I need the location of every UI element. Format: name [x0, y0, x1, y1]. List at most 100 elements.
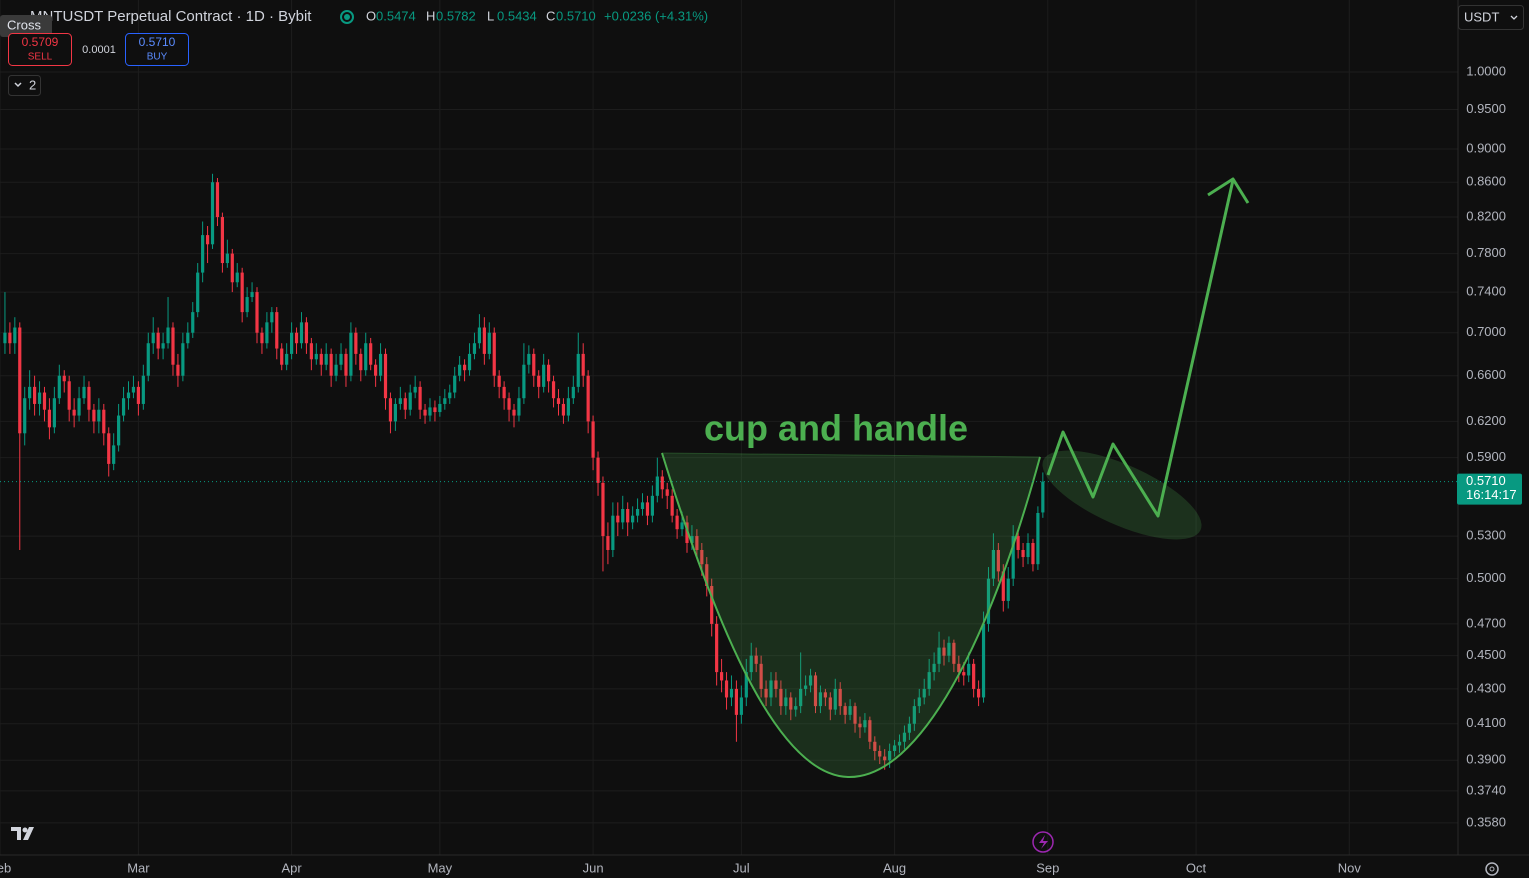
candle-body [853, 706, 857, 724]
candle-body [947, 642, 951, 656]
y-tick-label: 0.5300 [1466, 528, 1506, 543]
candle-body [596, 457, 600, 483]
currency-select[interactable] [1458, 5, 1524, 30]
candle-body [418, 386, 422, 410]
y-tick-label: 0.3580 [1466, 814, 1506, 829]
candle-body [601, 482, 605, 537]
candle-body [922, 688, 926, 698]
y-tick-label: 0.4100 [1466, 715, 1506, 730]
candle-body [304, 322, 309, 344]
axis-labels: 1.0000 0.9500 0.9000 0.8600 0.8200 0.7800 0.74… [0, 63, 1506, 875]
candle-body [967, 663, 971, 676]
y-tick-label: 0.3740 [1466, 782, 1506, 797]
candle-body [828, 697, 832, 710]
candle-body [290, 332, 294, 354]
sell-button[interactable] [8, 33, 72, 66]
candle-body [117, 415, 121, 446]
candle-body [719, 672, 724, 681]
margin-mode: Cross [7, 17, 41, 32]
candle-body [878, 750, 882, 757]
candle-body [724, 680, 729, 698]
candle-body [201, 235, 205, 273]
candle-body [833, 688, 837, 710]
indicators-toggle[interactable] [8, 75, 41, 96]
sell-price: 0.5709 [22, 35, 59, 49]
candle-body [1041, 481, 1045, 513]
candle-body [260, 332, 264, 344]
candle-body [102, 409, 106, 434]
logo-part [22, 827, 28, 833]
candle-body [937, 647, 941, 664]
candle-body [67, 381, 71, 410]
candle-body [710, 586, 714, 624]
candle-body [294, 332, 299, 344]
settings-icon[interactable] [1485, 862, 1499, 876]
candle-body [37, 392, 42, 404]
y-tick-label: 1.0000 [1466, 63, 1506, 78]
candle-body [210, 182, 215, 245]
x-tick-label: Oct [1186, 860, 1207, 875]
quote-key: H [426, 8, 435, 23]
candle-body [403, 398, 407, 410]
candle-body [902, 732, 907, 742]
candle-body [280, 348, 284, 365]
candle-body [250, 292, 254, 298]
candle-body [87, 386, 91, 410]
candle-body [314, 353, 318, 360]
candle-body [670, 495, 674, 516]
candle-body [161, 343, 165, 349]
candle-body [996, 549, 1000, 572]
candle-body [551, 381, 556, 399]
y-tick-label: 0.4500 [1466, 647, 1506, 662]
candle-body [107, 433, 111, 464]
candle-body [888, 750, 892, 761]
candle-body [972, 663, 976, 689]
symbol-title: MNTUSDT Perpetual Contract · 1D · Bybit [30, 8, 312, 25]
candle-body [813, 675, 818, 707]
candle-body [952, 642, 956, 664]
candle-body [270, 312, 274, 323]
candle-body [561, 403, 566, 416]
candle-body [433, 407, 437, 413]
x-tick-label: Jul [733, 860, 750, 875]
candle-body [428, 407, 432, 416]
candle-body [453, 375, 457, 393]
candle-body [141, 375, 145, 404]
annotation: cup and handle [704, 408, 968, 449]
candle-body [62, 375, 66, 382]
candle-body [240, 272, 244, 313]
candle-body [759, 663, 763, 689]
candle-body [744, 672, 748, 698]
logo-part [23, 827, 34, 840]
candle-body [897, 741, 902, 746]
candle-body [359, 353, 363, 371]
candle-body [82, 386, 86, 399]
candle-body [309, 343, 313, 360]
candle-body [1021, 549, 1025, 558]
quote-value: 0.5710 [556, 8, 596, 23]
candle-body [512, 409, 516, 416]
candle-body [700, 549, 704, 565]
buy-button[interactable] [125, 33, 189, 66]
candle-body [28, 386, 32, 399]
candle-body [868, 720, 872, 742]
bar-countdown: 16:14:17 [1466, 487, 1517, 502]
candle-body [324, 353, 328, 365]
candle-body [181, 343, 185, 376]
projection-path [1046, 179, 1235, 518]
candle-body [171, 327, 175, 365]
events-icon[interactable] [1032, 831, 1054, 853]
candle-body [537, 375, 541, 387]
candle-body [191, 312, 195, 333]
candle-body [275, 312, 279, 349]
y-tick-label: 0.4300 [1466, 680, 1506, 695]
candle-body [299, 322, 304, 344]
candle-body [467, 353, 472, 371]
candle-body [873, 741, 877, 751]
candle-body [344, 353, 348, 376]
candle-body [527, 353, 531, 365]
candle-body [794, 706, 798, 710]
candle-body [626, 508, 630, 523]
candle-body [398, 398, 402, 404]
